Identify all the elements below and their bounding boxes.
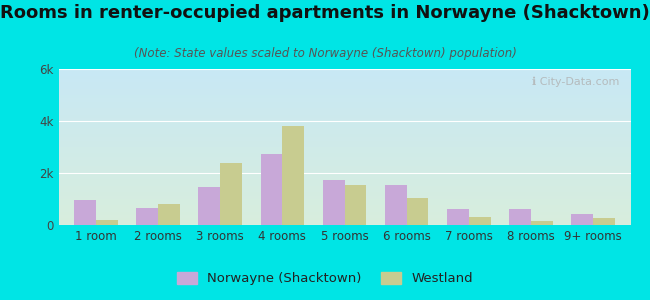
Legend: Norwayne (Shacktown), Westland: Norwayne (Shacktown), Westland	[172, 266, 478, 290]
Bar	[158, 204, 180, 225]
Bar	[344, 185, 366, 225]
Bar	[220, 163, 242, 225]
Text: Rooms in renter-occupied apartments in Norwayne (Shacktown): Rooms in renter-occupied apartments in N…	[0, 4, 650, 22]
Bar	[407, 198, 428, 225]
Bar	[74, 200, 96, 225]
Bar	[571, 214, 593, 225]
Bar	[531, 221, 552, 225]
Bar	[509, 208, 531, 225]
Bar	[136, 208, 158, 225]
Text: ℹ City-Data.com: ℹ City-Data.com	[532, 77, 619, 87]
Bar	[447, 209, 469, 225]
Bar	[96, 220, 118, 225]
Text: (Note: State values scaled to Norwayne (Shacktown) population): (Note: State values scaled to Norwayne (…	[133, 46, 517, 59]
Bar	[282, 126, 304, 225]
Bar	[593, 218, 615, 225]
Bar	[198, 187, 220, 225]
Bar	[261, 154, 282, 225]
Bar	[323, 179, 345, 225]
Bar	[469, 217, 491, 225]
Bar	[385, 185, 407, 225]
